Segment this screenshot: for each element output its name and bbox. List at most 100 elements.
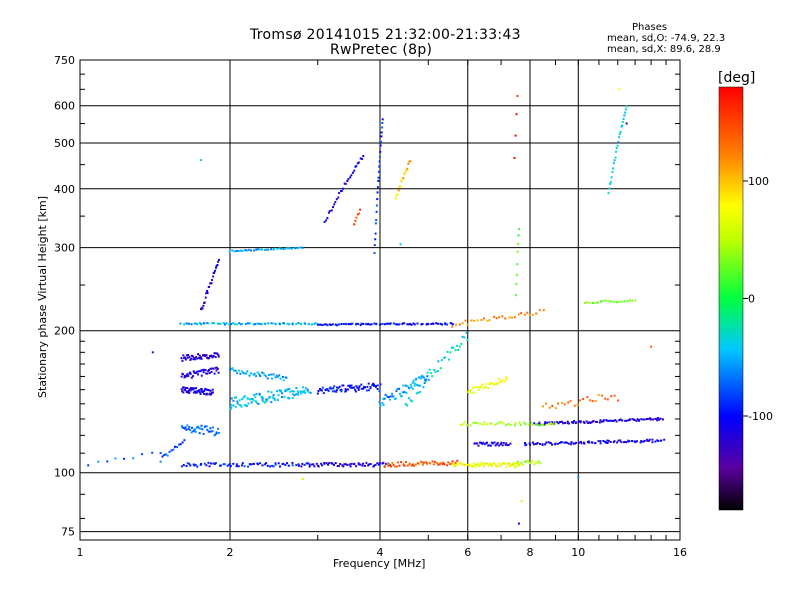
- data-point: [599, 442, 602, 445]
- data-point: [264, 401, 267, 404]
- data-point: [430, 372, 433, 375]
- data-point: [577, 475, 580, 478]
- data-point: [662, 418, 664, 421]
- data-point: [371, 384, 374, 387]
- data-point: [353, 169, 356, 172]
- data-point: [200, 308, 202, 311]
- data-point: [518, 421, 521, 424]
- data-point: [287, 397, 290, 399]
- data-point: [563, 403, 566, 406]
- data-point: [396, 388, 399, 390]
- data-point: [212, 275, 215, 278]
- data-point: [529, 461, 532, 464]
- y-tick-label: 200: [54, 325, 75, 338]
- data-point: [193, 322, 196, 325]
- data-point: [191, 355, 194, 358]
- data-point: [602, 440, 605, 442]
- data-point: [201, 307, 204, 310]
- data-point: [335, 324, 338, 327]
- data-point: [588, 301, 591, 304]
- data-point: [596, 420, 598, 423]
- data-point: [269, 465, 271, 468]
- data-point: [573, 442, 576, 445]
- data-point: [395, 390, 398, 393]
- data-point: [507, 462, 510, 465]
- data-point: [619, 418, 622, 421]
- data-point: [253, 372, 256, 375]
- data-point: [427, 378, 430, 381]
- data-point: [365, 323, 368, 326]
- data-point: [586, 396, 589, 399]
- data-point: [627, 439, 630, 442]
- data-point: [617, 399, 620, 402]
- data-point: [331, 462, 334, 465]
- data-point: [486, 462, 489, 465]
- data-point: [434, 370, 437, 373]
- data-point: [228, 250, 231, 253]
- data-point: [624, 419, 627, 422]
- data-point: [498, 462, 501, 465]
- data-point: [346, 464, 349, 466]
- data-point: [659, 439, 662, 442]
- data-point: [259, 375, 262, 377]
- data-point: [194, 358, 197, 361]
- data-point: [613, 440, 616, 443]
- data-point: [151, 351, 154, 354]
- data-point: [197, 356, 200, 359]
- data-point: [182, 354, 185, 357]
- data-point: [618, 133, 621, 136]
- data-point: [557, 422, 560, 425]
- data-point: [291, 393, 294, 396]
- data-point: [282, 248, 285, 250]
- data-point: [217, 322, 220, 325]
- data-point: [444, 322, 447, 325]
- data-point: [525, 460, 528, 463]
- data-point: [426, 371, 429, 374]
- data-point: [159, 452, 162, 455]
- data-point: [500, 441, 503, 444]
- data-point: [591, 302, 594, 304]
- data-point: [279, 465, 281, 468]
- data-point: [418, 376, 421, 379]
- data-point: [216, 264, 219, 266]
- data-point: [651, 438, 654, 441]
- data-point: [195, 356, 197, 359]
- data-point: [481, 383, 484, 386]
- data-point: [479, 423, 482, 425]
- data-point: [625, 122, 628, 125]
- data-point: [199, 321, 201, 324]
- data-point: [516, 464, 519, 467]
- data-point: [536, 461, 539, 464]
- data-point: [483, 421, 486, 424]
- data-point: [477, 462, 480, 465]
- data-point: [560, 420, 563, 423]
- data-point: [214, 269, 217, 272]
- data-point: [515, 283, 518, 285]
- data-point: [530, 421, 533, 424]
- data-point: [337, 387, 340, 390]
- data-point: [483, 317, 485, 320]
- data-point: [398, 387, 401, 390]
- data-point: [278, 374, 281, 377]
- data-point: [204, 388, 207, 391]
- data-point: [455, 464, 457, 467]
- data-point: [259, 462, 262, 465]
- data-point: [378, 323, 381, 326]
- data-point: [450, 462, 453, 465]
- data-point: [218, 258, 220, 261]
- data-point: [396, 461, 399, 464]
- data-point: [182, 386, 185, 389]
- x-tick-label: 6: [464, 546, 471, 559]
- data-point: [232, 369, 235, 372]
- data-point: [247, 465, 250, 468]
- data-point: [531, 460, 534, 462]
- data-point: [335, 389, 338, 392]
- data-point: [362, 323, 365, 325]
- data-point: [179, 322, 182, 325]
- data-point: [229, 368, 231, 371]
- data-point: [466, 390, 469, 393]
- data-point: [651, 441, 654, 444]
- data-point: [195, 322, 198, 325]
- data-point: [270, 401, 273, 404]
- data-point: [489, 422, 492, 425]
